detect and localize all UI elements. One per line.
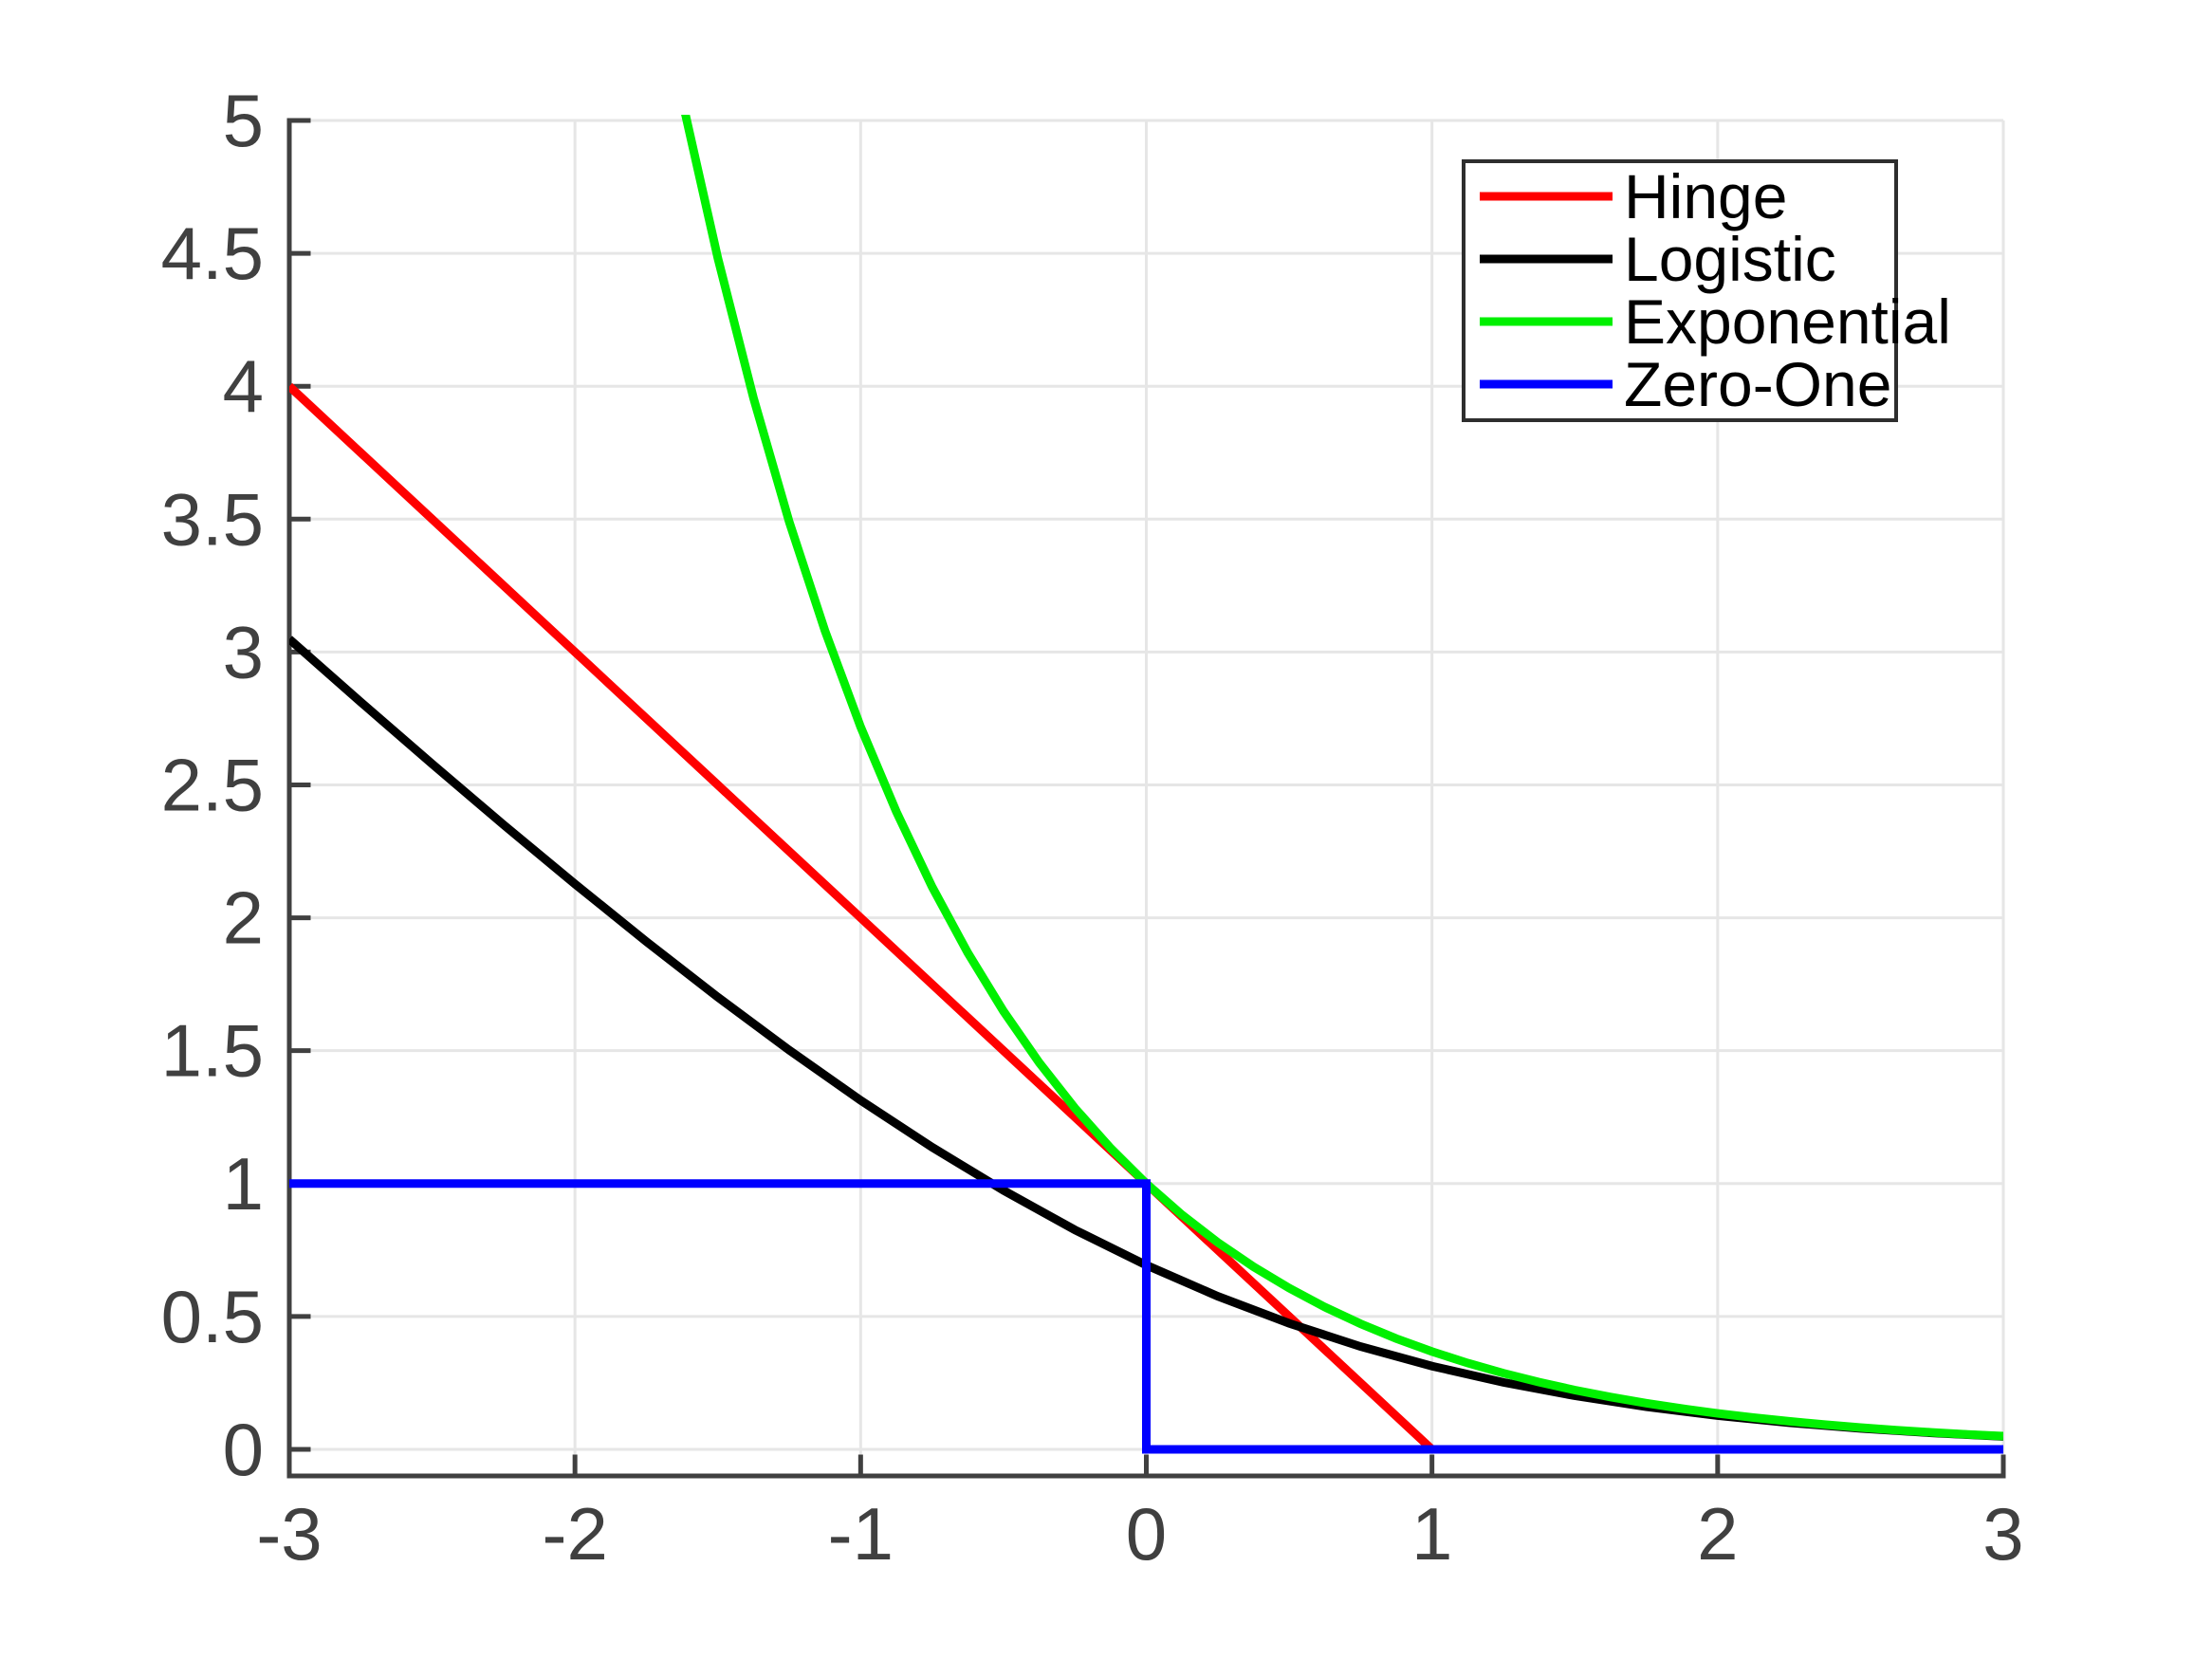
legend-entry-hinge: Hinge <box>1480 161 1787 231</box>
y-tick-label: 2.5 <box>161 743 264 826</box>
y-tick-label: 1.5 <box>161 1009 264 1093</box>
y-tick-label: 0 <box>223 1408 264 1491</box>
y-tick-label: 3 <box>223 610 264 693</box>
y-tick-label: 0.5 <box>161 1275 264 1358</box>
curves <box>289 115 2003 1454</box>
x-tick-label: -2 <box>542 1492 607 1576</box>
y-tick-label: 4 <box>223 344 264 428</box>
x-tick-label: 0 <box>1126 1492 1167 1576</box>
legend-label-hinge: Hinge <box>1624 161 1787 231</box>
exponential-curve <box>681 115 2003 1441</box>
x-tick-label: 2 <box>1697 1492 1738 1576</box>
legend-entry-logistic: Logistic <box>1480 224 1836 294</box>
axes <box>286 118 2006 1479</box>
legend-entry-exponential: Exponential <box>1480 286 1951 357</box>
x-tick-label: -3 <box>256 1492 322 1576</box>
y-tick-label: 5 <box>223 79 264 162</box>
zero-one-curve <box>289 1179 2003 1454</box>
legend-entry-zero-one: Zero-One <box>1480 349 1891 419</box>
x-tick-label: 1 <box>1411 1492 1452 1576</box>
y-tick-label: 4.5 <box>161 212 264 295</box>
y-tick-label: 2 <box>223 876 264 960</box>
x-tick-label: -1 <box>828 1492 894 1576</box>
legend-label-exponential: Exponential <box>1624 286 1951 357</box>
y-tick-label: 3.5 <box>161 477 264 561</box>
y-tick-label: 1 <box>223 1142 264 1226</box>
legend-label-zero-one: Zero-One <box>1624 349 1891 419</box>
legend-label-logistic: Logistic <box>1624 224 1836 294</box>
legend-box <box>1462 159 1898 422</box>
x-tick-label: 3 <box>1982 1492 2023 1576</box>
